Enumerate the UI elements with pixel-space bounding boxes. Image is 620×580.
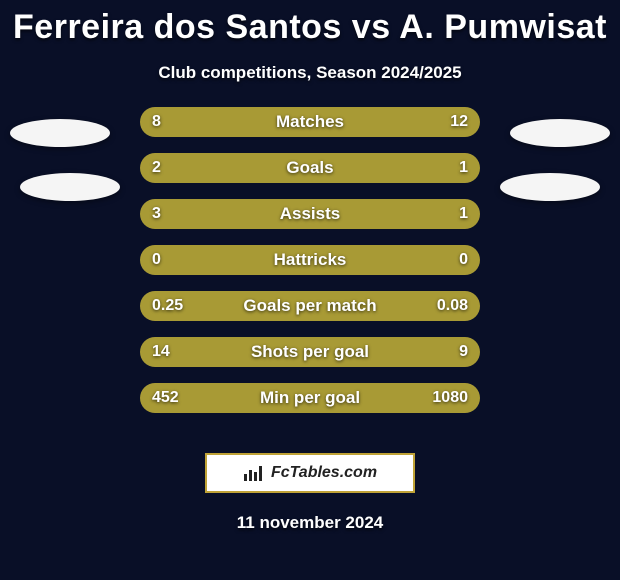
stat-bar-left (140, 107, 276, 137)
page-title: Ferreira dos Santos vs A. Pumwisat (0, 0, 620, 47)
stat-row: 812Matches (140, 107, 480, 137)
stat-row: 0.250.08Goals per match (140, 291, 480, 321)
stat-row: 31Assists (140, 199, 480, 229)
comparison-chart: 812Matches 21Goals 31Assists 00Hattricks 0.2… (0, 107, 620, 427)
stat-bar-right (310, 245, 480, 275)
stat-row: 4521080Min per goal (140, 383, 480, 413)
stat-bar-left (140, 245, 310, 275)
player1-club-logo-1 (10, 119, 110, 147)
stat-bar-left (140, 337, 347, 367)
player2-club-logo-1 (510, 119, 610, 147)
stat-row: 21Goals (140, 153, 480, 183)
stat-bar-right (368, 153, 480, 183)
player1-club-logo-2 (20, 173, 120, 201)
stat-bar-left (140, 291, 398, 321)
stat-bar-left (140, 153, 368, 183)
stat-bar-right (276, 107, 480, 137)
stat-bars: 812Matches 21Goals 31Assists 00Hattricks 0.2… (140, 107, 480, 413)
watermark-text: FcTables.com (271, 464, 377, 482)
stat-bar-right (242, 383, 480, 413)
stat-bar-right (398, 291, 480, 321)
stat-bar-right (347, 337, 480, 367)
subtitle: Club competitions, Season 2024/2025 (0, 63, 620, 83)
chart-bars-icon (243, 464, 265, 482)
date-caption: 11 november 2024 (0, 513, 620, 533)
stat-bar-left (140, 199, 395, 229)
watermark: FcTables.com (205, 453, 415, 493)
stat-bar-right (395, 199, 480, 229)
stat-bar-left (140, 383, 242, 413)
stat-row: 149Shots per goal (140, 337, 480, 367)
player2-club-logo-2 (500, 173, 600, 201)
stat-row: 00Hattricks (140, 245, 480, 275)
